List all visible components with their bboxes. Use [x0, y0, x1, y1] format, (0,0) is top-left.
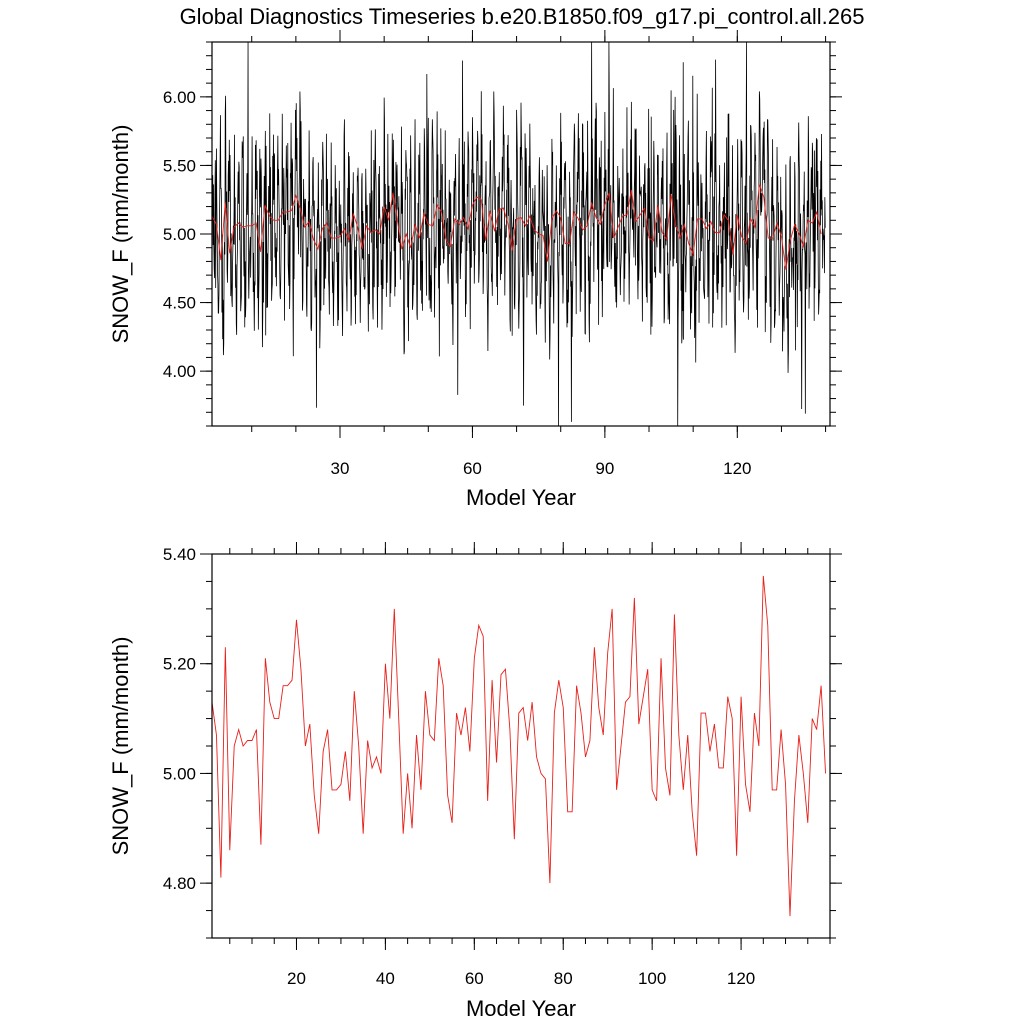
y-tick-label: 4.50 [163, 294, 196, 313]
x-tick-label: 120 [723, 459, 751, 478]
y-tick-label: 5.00 [163, 225, 196, 244]
x-tick-label: 60 [465, 969, 484, 988]
x-tick-label: 60 [463, 459, 482, 478]
top-panel-y-axis-label: SNOW_F (mm/month) [108, 125, 133, 344]
top-panel: 30 60 90 120 4.00 4.50 5.00 5.50 6.00 Model Yea… [108, 30, 842, 510]
y-tick-label: 5.20 [163, 655, 196, 674]
x-tick-label: 100 [638, 969, 666, 988]
top-panel-x-axis-label: Model Year [466, 485, 576, 510]
y-tick-label: 5.40 [163, 545, 196, 564]
x-tick-label: 80 [554, 969, 573, 988]
x-tick-label: 90 [595, 459, 614, 478]
top-panel-ticks [200, 30, 842, 438]
annual-mean-series-line [211, 184, 822, 270]
x-tick-label: 120 [727, 969, 755, 988]
top-panel-y-tick-labels: 4.00 4.50 5.00 5.50 6.00 [163, 88, 196, 381]
bottom-panel: 20 40 60 80 100 120 4.80 5.00 5.20 5.40 Model Ye… [108, 542, 842, 1021]
bottom-panel-lines [211, 575, 826, 917]
top-panel-lines [211, 41, 826, 427]
top-panel-frame [211, 41, 831, 427]
bottom-panel-y-tick-labels: 4.80 5.00 5.20 5.40 [163, 545, 196, 893]
y-tick-label: 5.50 [163, 156, 196, 175]
y-tick-label: 5.00 [163, 764, 196, 783]
x-tick-label: 20 [287, 969, 306, 988]
y-tick-label: 6.00 [163, 88, 196, 107]
top-panel-x-tick-labels: 30 60 90 120 [331, 459, 752, 478]
bottom-panel-frame [211, 553, 831, 939]
bottom-panel-ticks [200, 542, 842, 950]
x-tick-label: 40 [376, 969, 395, 988]
figure-title: Global Diagnostics Timeseries b.e20.B185… [180, 4, 865, 29]
annual-mean-series-line [211, 575, 826, 917]
bottom-panel-x-tick-labels: 20 40 60 80 100 120 [287, 969, 755, 988]
bottom-panel-y-axis-label: SNOW_F (mm/month) [108, 637, 133, 856]
monthly-series-line [211, 41, 826, 427]
x-tick-label: 30 [331, 459, 350, 478]
y-tick-label: 4.00 [163, 362, 196, 381]
y-tick-label: 4.80 [163, 874, 196, 893]
bottom-panel-x-axis-label: Model Year [466, 996, 576, 1021]
